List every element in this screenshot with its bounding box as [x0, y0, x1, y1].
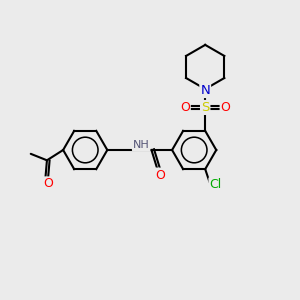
Text: O: O: [180, 101, 190, 114]
Text: NH: NH: [133, 140, 149, 150]
Text: O: O: [43, 177, 53, 190]
Text: Cl: Cl: [209, 178, 222, 191]
Text: S: S: [201, 101, 209, 114]
Text: N: N: [200, 84, 210, 97]
Text: O: O: [220, 101, 230, 114]
Text: O: O: [155, 169, 165, 182]
